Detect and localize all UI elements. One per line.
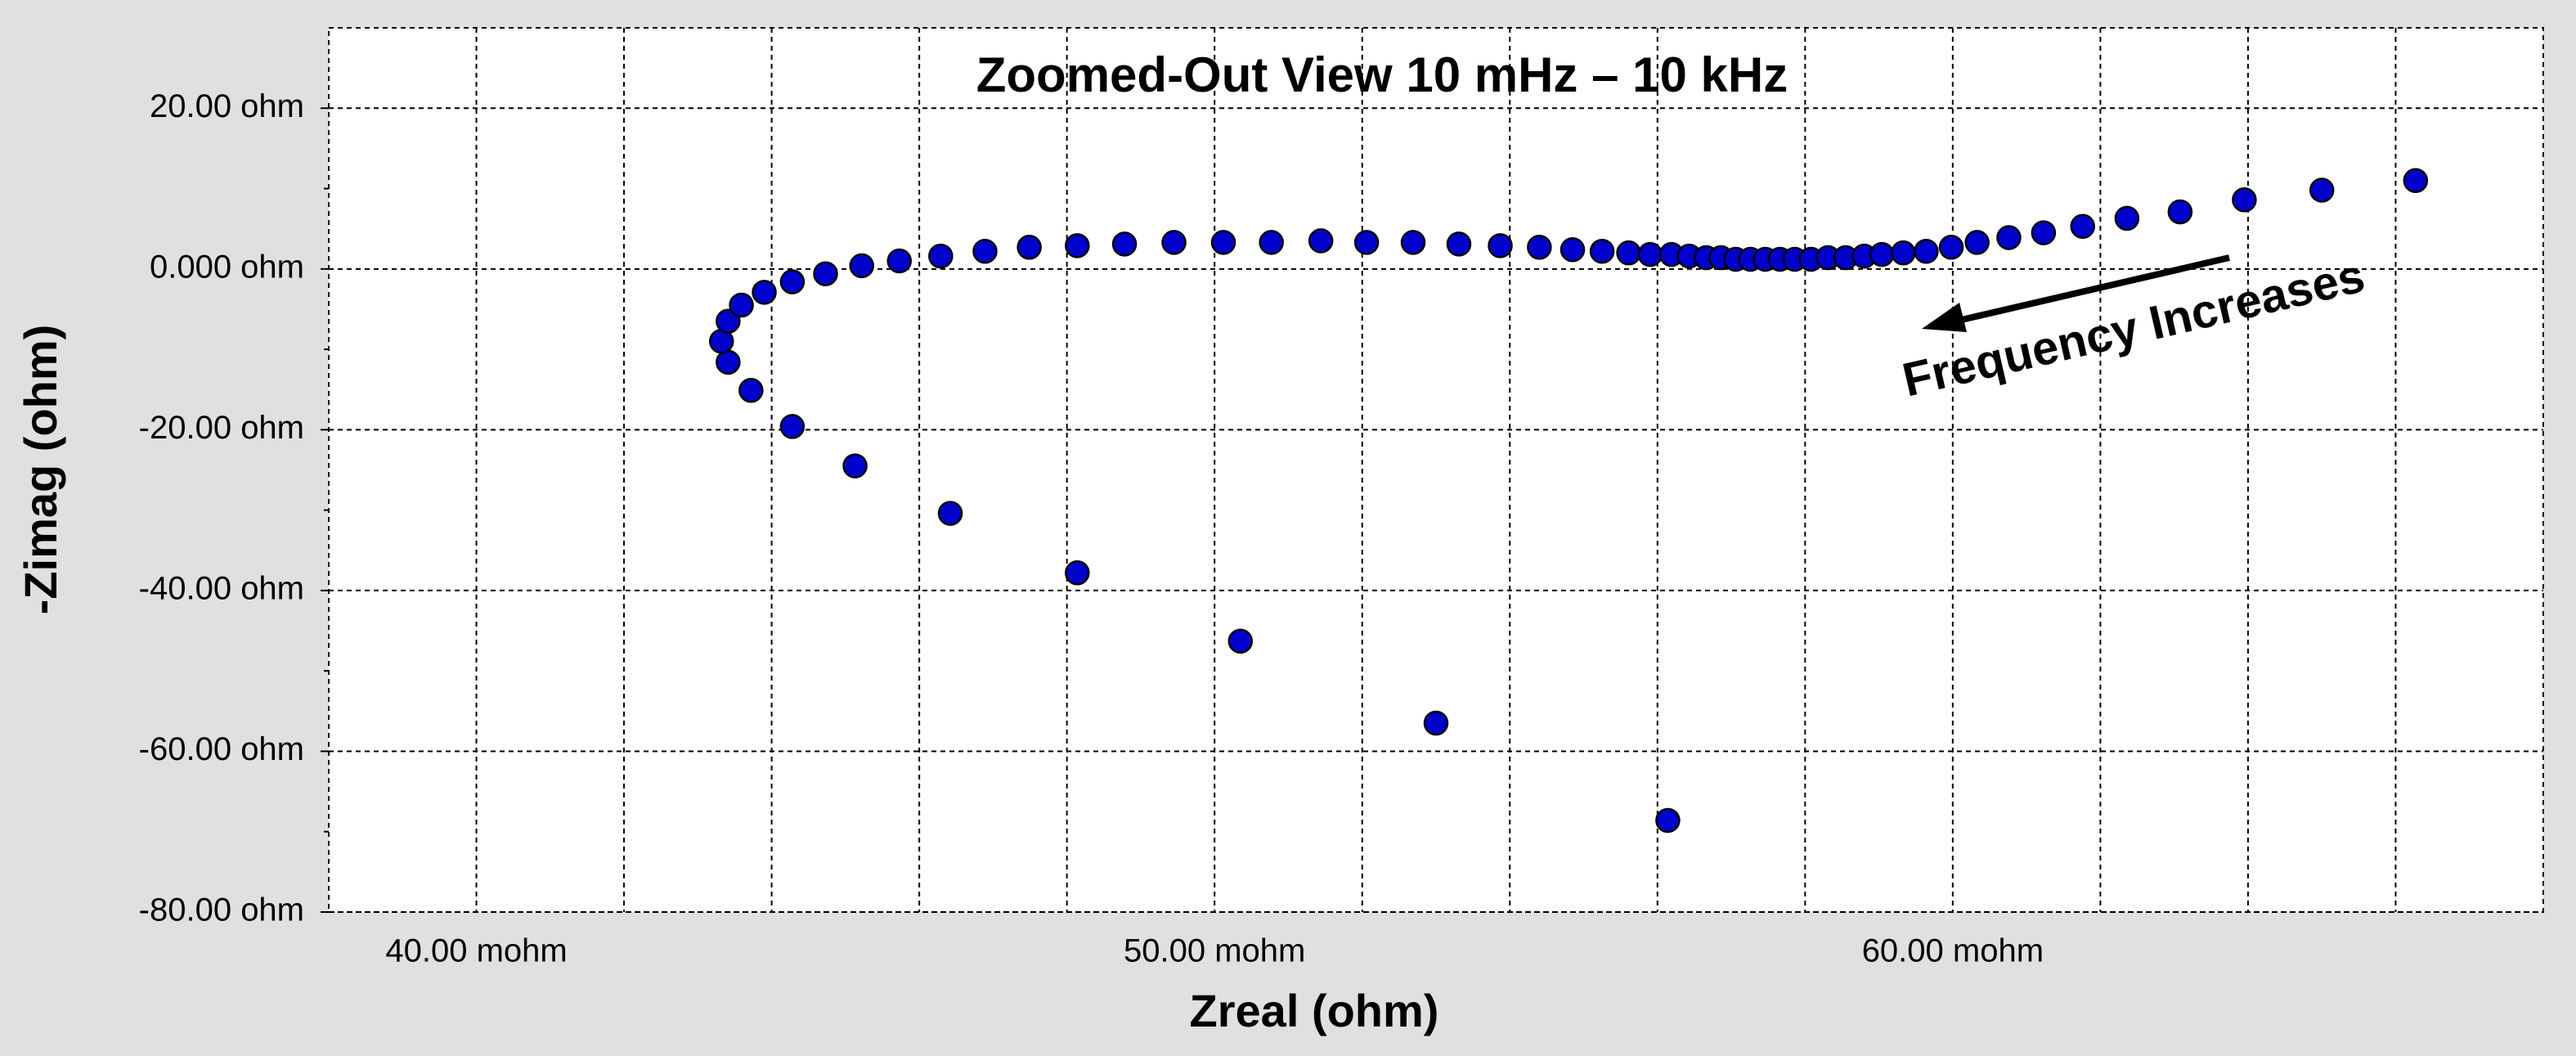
y-tick-label: -80.00 ohm [139, 892, 304, 928]
y-tick-label: -20.00 ohm [139, 410, 304, 446]
point [1259, 230, 1284, 255]
point [1446, 231, 1472, 257]
plot-area [328, 27, 2544, 913]
x-tick-label: 40.00 mohm [385, 933, 567, 969]
point [972, 238, 998, 264]
y-tick-label: 0.000 ohm [150, 249, 304, 285]
point [2114, 205, 2140, 231]
point [1161, 230, 1187, 255]
point [1227, 628, 1254, 654]
point [716, 308, 741, 334]
x-tick-label: 60.00 mohm [1862, 933, 2044, 969]
point [2167, 199, 2193, 225]
point [928, 243, 954, 269]
annotation-arrowhead [1922, 303, 1967, 332]
point [1400, 230, 1426, 255]
point [842, 453, 868, 479]
x-tick-label: 50.00 mohm [1124, 933, 1305, 969]
point [1111, 231, 1138, 257]
point [1488, 233, 1513, 258]
point [1527, 235, 1552, 260]
y-tick-label: -40.00 ohm [139, 570, 304, 606]
point [1560, 236, 1586, 263]
chart-title: Zoomed-Out View 10 mHz – 10 kHz [976, 47, 1788, 102]
point [849, 253, 874, 279]
point [1655, 807, 1681, 834]
point [1891, 240, 1916, 266]
point [1914, 238, 1939, 264]
point [1308, 228, 1334, 254]
point [2232, 187, 2257, 213]
point [2403, 168, 2429, 193]
point [1616, 240, 1641, 266]
point [1016, 235, 1042, 260]
grid [321, 28, 2543, 913]
y-tick-label: -60.00 ohm [139, 731, 304, 767]
point [1353, 230, 1380, 255]
point [937, 501, 963, 526]
y-axis-title: -Zimag (ohm) [15, 325, 66, 615]
point [2309, 177, 2335, 203]
point [1996, 225, 2022, 250]
point [1869, 241, 1895, 267]
point [1589, 238, 1615, 264]
point [738, 377, 764, 403]
x-axis-title: Zreal (ohm) [1190, 985, 1439, 1036]
point [1637, 241, 1663, 267]
annotation-arrow [1954, 254, 2230, 325]
point [716, 349, 741, 375]
point [752, 280, 777, 305]
point [1423, 710, 1449, 736]
marks [708, 168, 2429, 834]
y-tick-label: 20.00 ohm [150, 88, 304, 124]
point [1938, 235, 1964, 260]
point [2031, 220, 2057, 245]
point [813, 261, 838, 286]
point [886, 248, 913, 274]
point [779, 414, 806, 439]
point [1964, 230, 1990, 255]
point [1065, 560, 1090, 586]
point [1065, 233, 1090, 258]
point [1210, 230, 1236, 255]
point [779, 269, 806, 294]
point [2070, 213, 2095, 239]
point [729, 292, 754, 318]
